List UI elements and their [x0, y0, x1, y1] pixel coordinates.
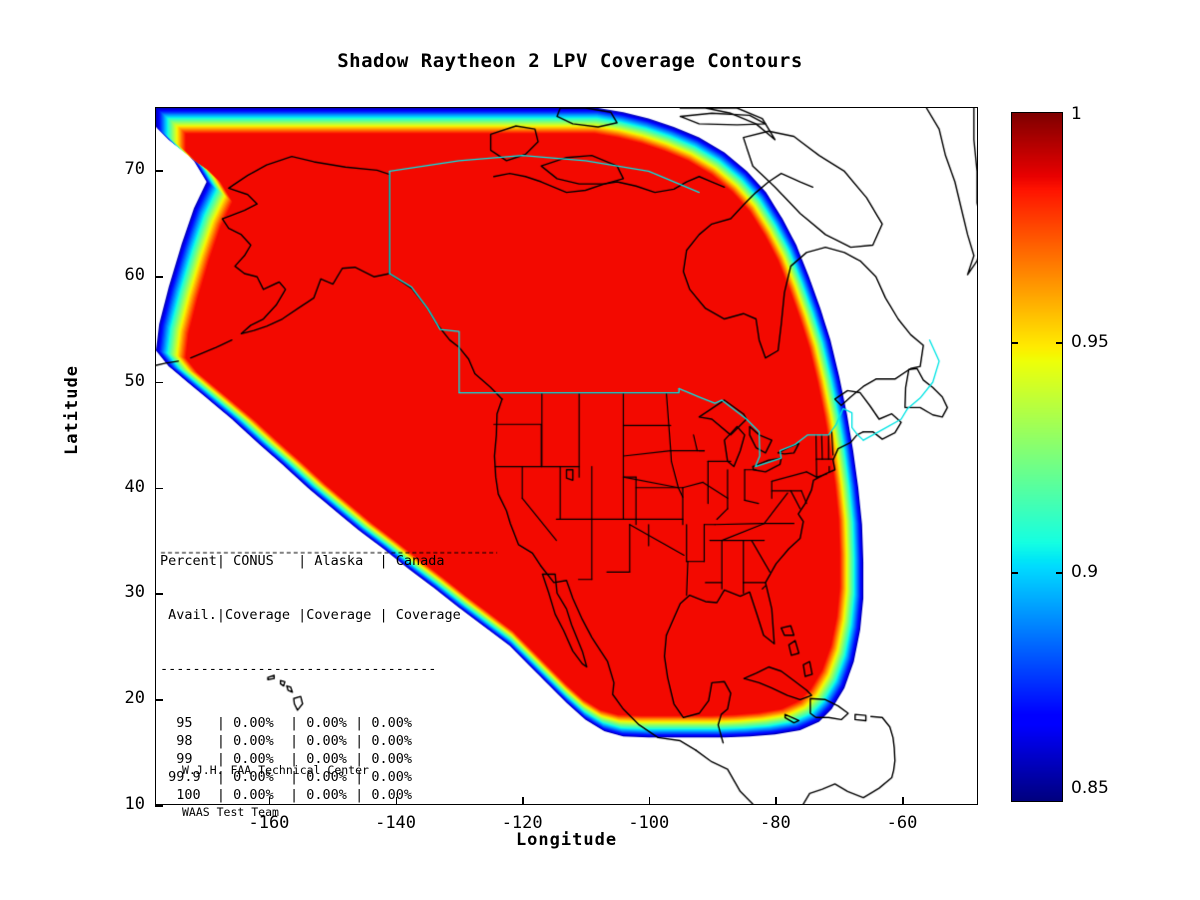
- y-tick-label: 20: [124, 688, 145, 709]
- map-plot-area: [155, 107, 978, 805]
- colorbar-tick-mark: [1011, 572, 1018, 574]
- stats-header-row-1: Percent| CONUS | Alaska | Canada: [160, 553, 445, 569]
- x-tick-mark: [648, 797, 651, 805]
- y-tick-mark: [155, 593, 163, 595]
- x-tick-label: -120: [501, 813, 543, 833]
- y-tick-label: 10: [124, 794, 145, 814]
- x-tick-mark: [395, 797, 398, 805]
- stats-header-row-2: Avail.|Coverage |Coverage | Coverage: [160, 607, 461, 623]
- y-axis-title: Latitude: [62, 365, 82, 455]
- stats-table-row: 99.9 | 0.00% | 0.00% | 0.00%: [160, 769, 412, 785]
- x-tick-mark: [522, 797, 524, 805]
- colorbar-gradient: [1011, 112, 1063, 802]
- attribution-line-2: WAAS Test Team: [182, 805, 279, 819]
- y-tick-label: 60: [124, 265, 145, 286]
- x-tick-label: -160: [248, 813, 290, 833]
- x-tick-label: -60: [886, 813, 918, 833]
- x-tick-label: -80: [760, 813, 791, 833]
- attribution-line-1: W.J.H. FAA Technical Center: [182, 763, 369, 777]
- stats-table-row: 99 | 0.00% | 0.00% | 0.00%: [160, 751, 412, 767]
- y-tick-label: 40: [124, 476, 145, 497]
- x-tick-label: -100: [628, 813, 670, 833]
- y-tick-mark: [155, 381, 163, 384]
- colorbar-tick-mark: [1056, 342, 1063, 344]
- y-tick-mark: [155, 487, 163, 490]
- y-tick-mark: [155, 805, 163, 807]
- coverage-stats-table: Percent| CONUS | Alaska | Canada Avail.|…: [160, 516, 461, 822]
- x-tick-mark: [268, 797, 271, 805]
- colorbar-tick-label: 0.85: [1071, 778, 1109, 798]
- stats-table-row: 95 | 0.00% | 0.00% | 0.00%: [160, 715, 412, 731]
- colorbar-tick-mark: [1011, 342, 1018, 344]
- colorbar-tick-label: 0.9: [1071, 562, 1099, 582]
- x-tick-mark: [775, 797, 777, 805]
- y-tick-mark: [155, 170, 163, 172]
- colorbar-group: 1 0.95 0.9 0.85: [1011, 106, 1109, 802]
- x-axis-title: Longitude: [515, 830, 618, 850]
- coverage-contour-canvas: [156, 108, 977, 804]
- x-tick-mark: [902, 797, 904, 805]
- title-line-1: Shadow Raytheon 2 LPV Coverage Contours: [337, 50, 803, 72]
- stats-table-row: 98 | 0.00% | 0.00% | 0.00%: [160, 733, 412, 749]
- x-tick-label: -140: [375, 813, 417, 833]
- y-tick-label: 70: [124, 159, 145, 180]
- y-tick-mark: [155, 276, 163, 278]
- y-tick-label: 50: [124, 370, 145, 391]
- y-tick-label: 30: [124, 582, 145, 603]
- stats-body: 95 | 0.00% | 0.00% | 0.00% 98 | 0.00% | …: [160, 714, 461, 804]
- colorbar-tick-label: 1: [1071, 104, 1082, 124]
- stats-table-row: 100 | 0.00% | 0.00% | 0.00%: [160, 787, 412, 803]
- y-tick-mark: [155, 699, 163, 701]
- stats-divider: ----------------------------------: [160, 661, 437, 677]
- attribution-text: W.J.H. FAA Technical Center WAAS Test Te…: [182, 735, 369, 833]
- colorbar-tick-mark: [1056, 572, 1063, 574]
- colorbar-tick-label: 0.95: [1071, 332, 1109, 352]
